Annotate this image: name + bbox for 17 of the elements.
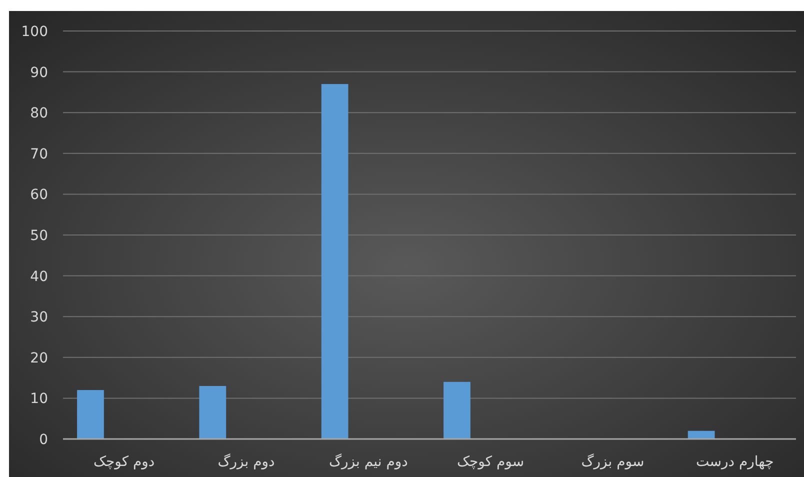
- y-tick-label: 30: [30, 310, 48, 326]
- x-tick-label: دوم کوچک: [93, 454, 155, 470]
- y-tick-label: 90: [30, 64, 48, 81]
- y-tick-label: 20: [30, 350, 48, 366]
- y-tick-label: 50: [30, 228, 48, 244]
- y-tick-label: 70: [30, 146, 48, 162]
- y-tick-label: 100: [21, 24, 48, 40]
- y-tick-label: 80: [30, 106, 48, 122]
- x-tick-label: چهارم درست: [696, 454, 774, 470]
- y-tick-label: 40: [30, 268, 48, 285]
- y-tick-label: 60: [30, 187, 48, 204]
- x-tick-label: دوم نیم بزرگ: [328, 453, 408, 470]
- x-tick-label: دوم بزرگ: [218, 453, 275, 470]
- x-tick-label: سوم بزرگ: [581, 453, 644, 470]
- y-tick-label: 0: [39, 432, 48, 448]
- x-tick-label: سوم کوچک: [456, 454, 524, 470]
- y-tick-label: 10: [30, 391, 48, 408]
